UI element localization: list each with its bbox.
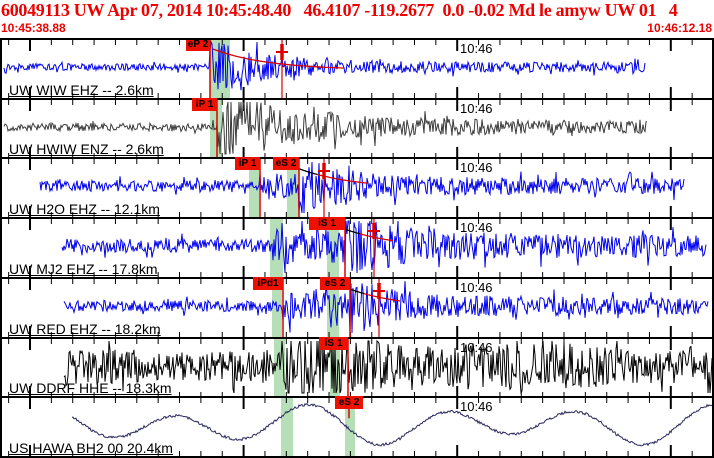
window-end-time: 10:46:12.18 (647, 21, 712, 35)
phase-pick-flag[interactable]: iP 1 (235, 157, 260, 171)
waveform-panel-mj2[interactable]: 10:46 UW MJ2 EHZ -- 17.8km iS 1 (2, 217, 712, 278)
station-label: UW HWIW ENZ -- 2.6km (9, 141, 164, 158)
window-start-time: 10:45:38.88 (1, 21, 66, 35)
phase-pick-flag[interactable]: eS 2 (320, 276, 350, 290)
time-tick-label: 10:46 (460, 160, 493, 176)
seismogram-plot (8, 338, 712, 397)
phase-pick-flag[interactable]: iS 1 (319, 336, 348, 350)
time-tick-label: 10:46 (460, 100, 493, 116)
time-tick-label: 10:46 (460, 399, 493, 415)
phase-window-band (345, 398, 355, 456)
phase-pick-flag[interactable]: iP 1 (192, 97, 217, 111)
waveform-panel-red[interactable]: 10:46 UW RED EHZ -- 18.2km iPd1 eS 2 (2, 276, 712, 337)
seismogram-plot (8, 159, 693, 218)
event-header: 60049113 UW Apr 07, 2014 10:45:48.40 46.… (0, 0, 714, 38)
phase-pick-flag[interactable]: eS 2 (273, 157, 299, 171)
waveform-trace (3, 101, 647, 155)
seismogram-plot (3, 40, 693, 98)
coda-decay-curve (359, 233, 394, 242)
waveform-trace (63, 339, 712, 394)
waveform-panel-hwiw[interactable]: 10:46 UW HWIW ENZ -- 2.6km iP 1 (2, 97, 712, 158)
seismogram-plot (8, 398, 712, 456)
time-tick-label: 10:46 (460, 220, 493, 236)
station-label: UW MJ2 EHZ -- 17.8km (9, 260, 158, 277)
waveform-trace (63, 281, 709, 333)
phase-pick-flag[interactable]: eP 2 (186, 39, 210, 51)
coda-decay-curve (212, 48, 345, 69)
waveform-panel-wiw[interactable]: 10:46 UW WIW EHZ -- 2.6km eP 2 (2, 40, 712, 98)
seismogram-plot (3, 99, 693, 158)
waveform-panel-h2o[interactable]: 10:46 UW H2O EHZ -- 12.1km iP 1 eS 2 (2, 157, 712, 218)
station-label: UW WIW EHZ -- 2.6km (9, 81, 154, 98)
waveform-panel-ddrf[interactable]: 10:46 UW DDRF HHE -- 18.3km iS 1 (2, 336, 712, 397)
time-tick-label: 10:46 (460, 279, 493, 295)
time-window-row: 10:45:38.88 10:46:12.18 (1, 21, 712, 35)
seismogram-plot (8, 278, 709, 337)
waveform-panel-hawa[interactable]: 10:46 US HAWA BH2 00 20.4km eS 2 (2, 396, 712, 456)
phase-window-band (327, 219, 339, 278)
station-label: UW H2O EHZ -- 12.1km (9, 201, 160, 218)
phase-pick-flag[interactable]: eS 2 (335, 396, 363, 410)
phase-pick-flag[interactable]: iPd1 (253, 276, 283, 290)
station-label: UW DDRF HHE -- 18.3km (9, 380, 172, 397)
waveform-trace (39, 162, 685, 214)
coda-decay-curve (363, 292, 401, 302)
waveform-trace (71, 403, 712, 447)
time-tick-label: 10:46 (460, 41, 493, 56)
event-summary-line: 60049113 UW Apr 07, 2014 10:45:48.40 46.… (1, 0, 678, 20)
station-label: UW RED EHZ -- 18.2km (9, 320, 161, 337)
phase-pick-flag[interactable]: iS 1 (309, 217, 345, 231)
station-label: US HAWA BH2 00 20.4km (9, 440, 173, 457)
phase-window-band (281, 398, 293, 456)
time-tick-label: 10:46 (460, 339, 493, 355)
phase-window-band (270, 219, 283, 278)
coda-decay-curve (296, 167, 318, 176)
waveform-area: 10:46 UW WIW EHZ -- 2.6km eP 2 10:46 UW … (0, 38, 714, 458)
waveform-trace (61, 220, 707, 274)
